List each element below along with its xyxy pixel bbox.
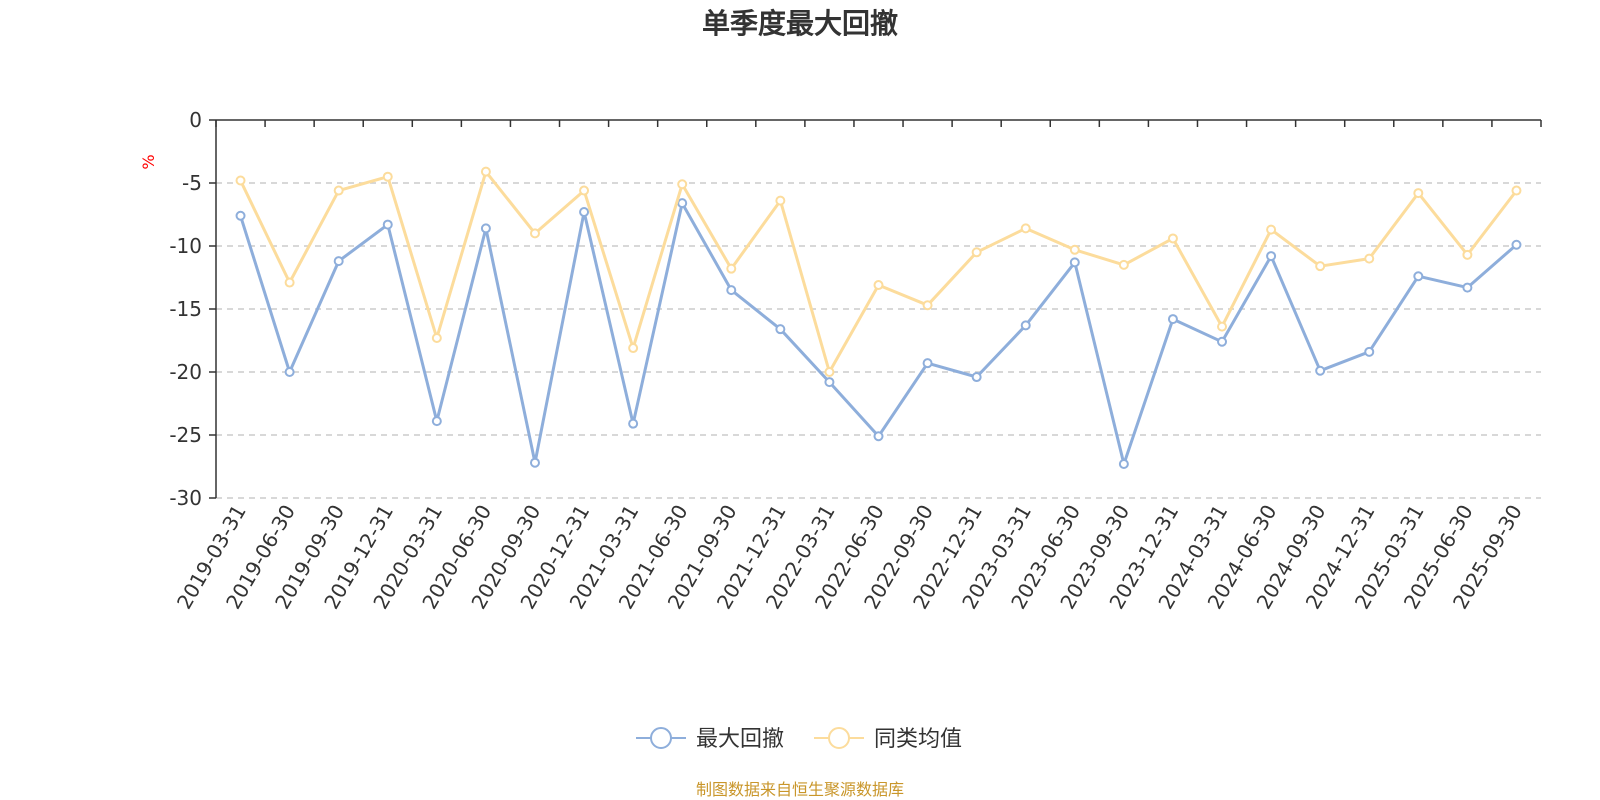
data-point-0 <box>1217 336 1228 347</box>
data-point-1 <box>1413 188 1424 199</box>
data-source-note: 制图数据来自恒生聚源数据库 <box>696 780 904 799</box>
data-point-0 <box>1266 251 1277 262</box>
data-point-1 <box>873 280 884 291</box>
data-point-1 <box>628 343 639 354</box>
legend-item-max-drawdown[interactable]: 最大回撤 <box>636 727 784 752</box>
data-point-1 <box>1020 223 1031 234</box>
data-point-1 <box>1118 259 1129 270</box>
data-point-1 <box>480 166 491 177</box>
data-point-0 <box>284 367 295 377</box>
data-point-0 <box>235 210 246 221</box>
data-point-0 <box>480 223 491 234</box>
y-axis-unit: % <box>139 154 158 169</box>
legend: 最大回撤 同类均值 <box>636 727 962 752</box>
grid-lines <box>216 182 1541 499</box>
data-point-1 <box>824 367 835 377</box>
data-point-1 <box>1217 321 1228 332</box>
data-point-1 <box>529 228 540 239</box>
data-point-0 <box>431 416 442 427</box>
data-point-0 <box>971 372 982 383</box>
data-point-0 <box>677 198 688 209</box>
data-point-0 <box>1511 239 1522 250</box>
data-point-1 <box>1462 249 1473 260</box>
y-tick-label: -5 <box>182 171 202 195</box>
data-point-1 <box>971 247 982 258</box>
data-point-1 <box>382 171 393 182</box>
data-point-0 <box>922 358 933 369</box>
data-point-0 <box>1462 282 1473 293</box>
data-point-0 <box>1364 346 1375 357</box>
data-point-1 <box>726 263 737 274</box>
data-point-0 <box>333 256 344 267</box>
data-point-0 <box>529 457 540 468</box>
y-tick-label: -10 <box>169 234 202 258</box>
data-point-0 <box>1167 314 1178 325</box>
y-tick-label: -25 <box>169 423 202 447</box>
data-point-0 <box>726 285 737 296</box>
data-point-0 <box>824 377 835 388</box>
axes: 0-5-10-15-20-25-302019-03-312019-06-3020… <box>169 108 1542 613</box>
data-point-1 <box>579 185 590 196</box>
data-point-0 <box>873 431 884 442</box>
data-point-1 <box>1266 224 1277 235</box>
y-tick-label: 0 <box>189 108 202 132</box>
data-point-0 <box>382 219 393 230</box>
series-lines <box>235 166 1522 469</box>
data-point-0 <box>1118 458 1129 469</box>
data-point-1 <box>1511 185 1522 196</box>
data-point-0 <box>775 324 786 335</box>
series-line-0 <box>239 201 1518 466</box>
data-point-1 <box>284 277 295 288</box>
data-point-0 <box>1413 271 1424 282</box>
legend-item-peer-average[interactable]: 同类均值 <box>814 727 962 752</box>
data-point-1 <box>333 185 344 196</box>
data-point-0 <box>628 418 639 429</box>
data-point-1 <box>1167 233 1178 244</box>
data-point-1 <box>677 179 688 190</box>
series-line-1 <box>239 170 1518 374</box>
y-tick-label: -15 <box>169 297 202 321</box>
data-point-0 <box>1069 257 1080 268</box>
data-point-0 <box>1315 365 1326 376</box>
data-point-1 <box>235 175 246 186</box>
data-point-1 <box>922 300 933 311</box>
legend-marker-peer-average <box>828 727 850 749</box>
legend-marker-max-drawdown <box>650 727 672 749</box>
y-tick-label: -30 <box>169 486 202 510</box>
data-point-1 <box>1315 261 1326 272</box>
y-tick-label: -20 <box>169 360 202 384</box>
data-point-1 <box>431 332 442 343</box>
data-point-1 <box>1069 244 1080 255</box>
legend-label-peer-average: 同类均值 <box>874 727 962 752</box>
data-point-0 <box>579 206 590 217</box>
data-point-1 <box>1364 253 1375 264</box>
data-point-1 <box>775 195 786 206</box>
data-point-0 <box>1020 320 1031 331</box>
legend-label-max-drawdown: 最大回撤 <box>696 727 784 752</box>
chart-title: 单季度最大回撤 <box>702 7 898 40</box>
